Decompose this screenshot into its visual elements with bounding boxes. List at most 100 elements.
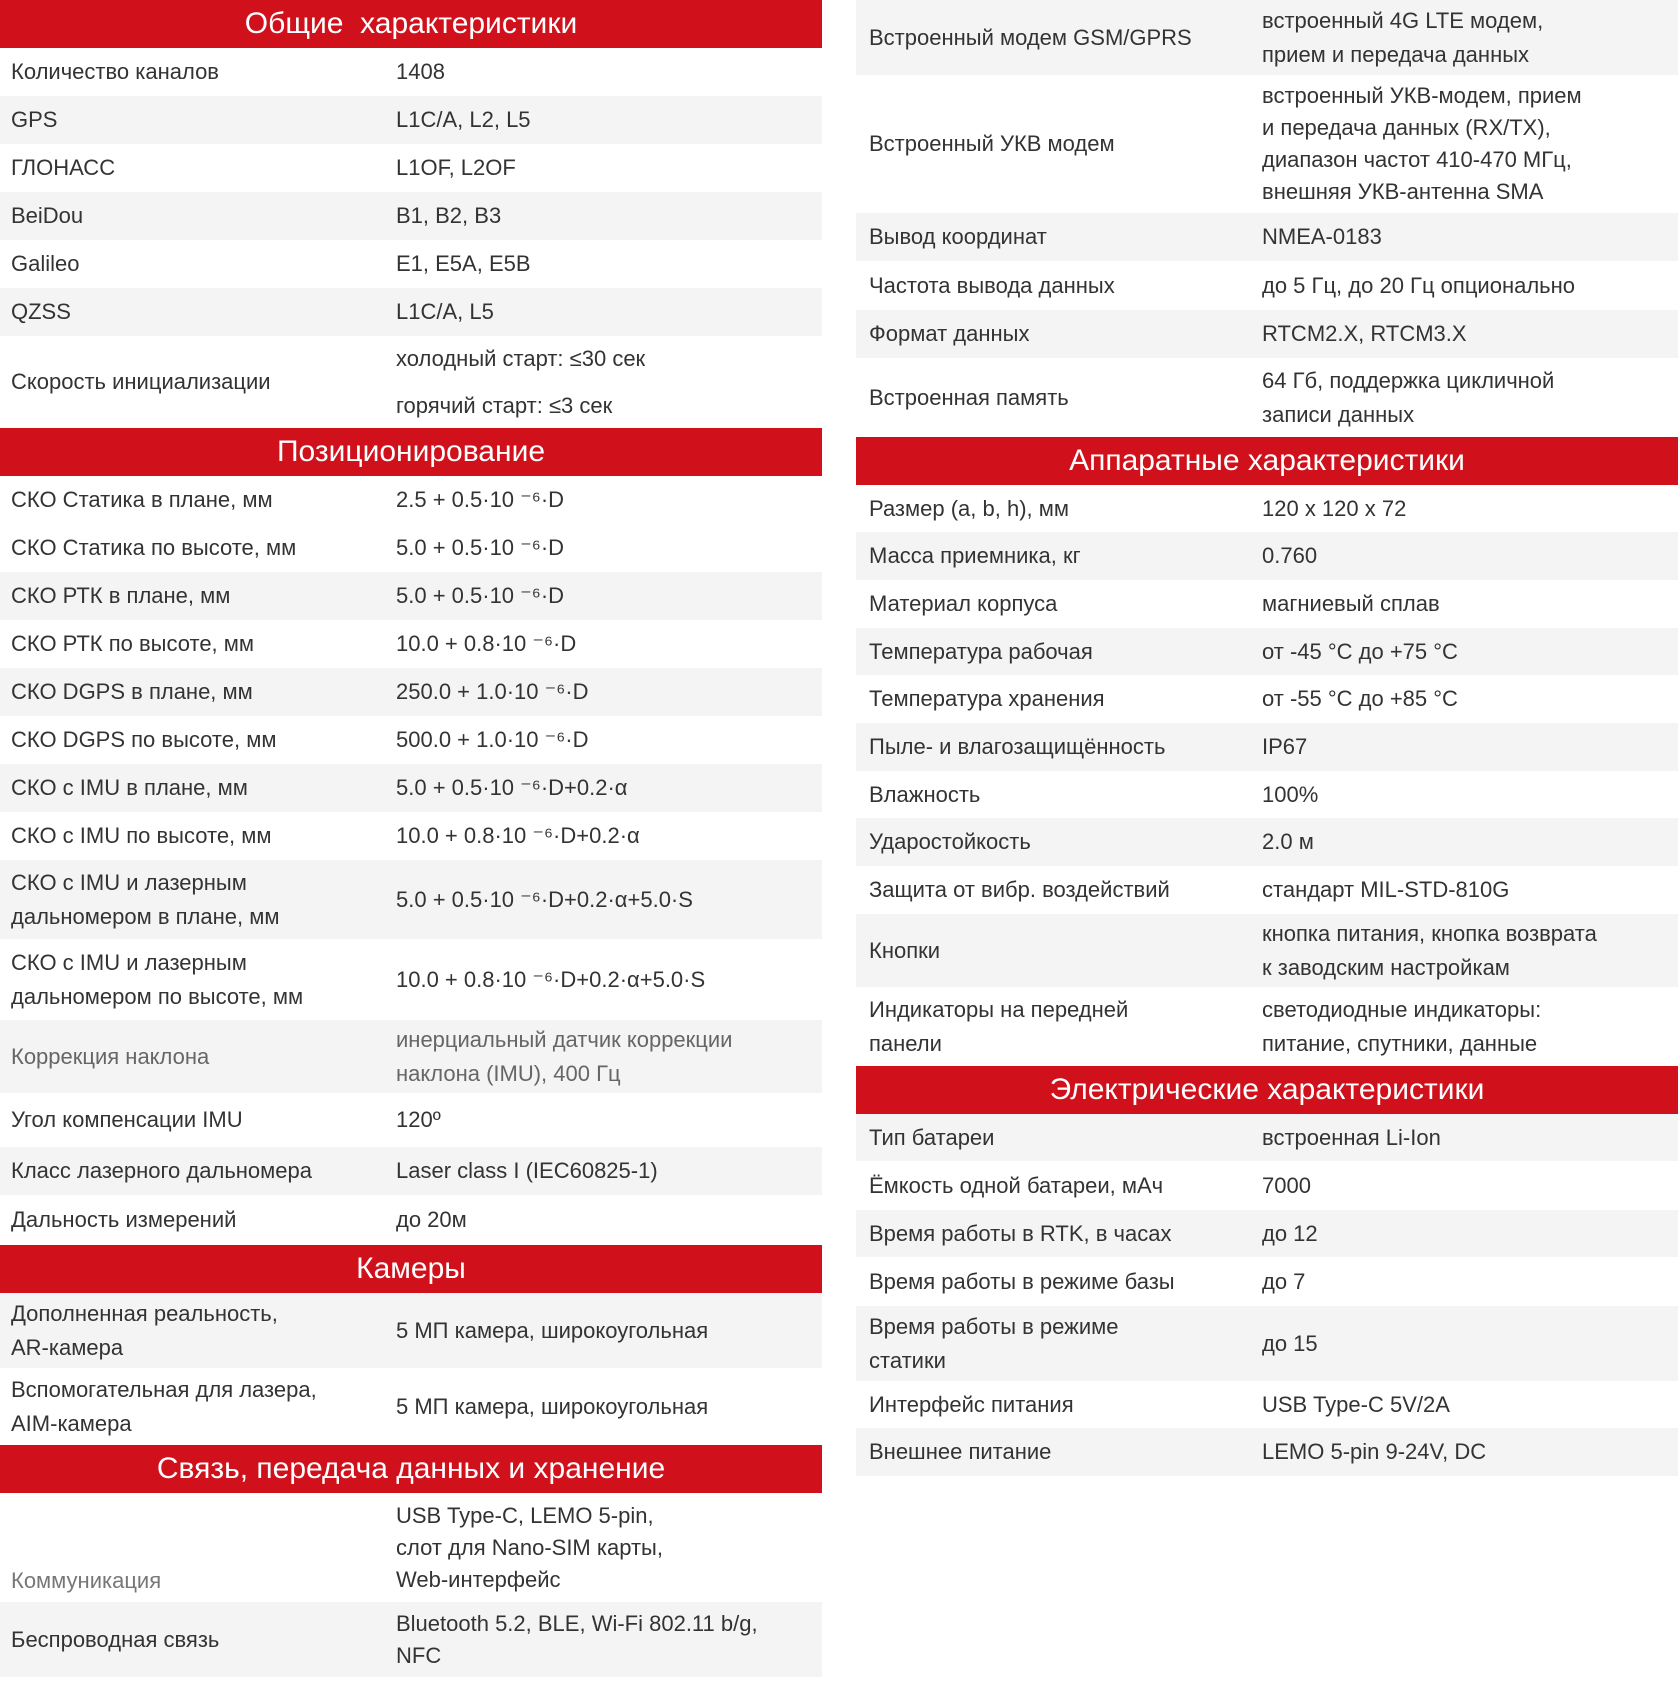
spec-label: Интерфейс питания [869,1391,1074,1417]
spec-row: Пыле- и влагозащищённость IP67 [856,723,1678,771]
spec-value: 64 Гб, поддержка цикличной записи данных [1262,367,1555,427]
spec-value: IP67 [1262,734,1308,759]
spec-label: СКО с IMU и лазерным дальномером в плане… [11,869,280,929]
spec-row: Время работы в режиме базы до 7 [856,1257,1678,1306]
spec-group-label: Коммуникация [11,1568,162,1593]
spec-label: Дальность измерений [11,1207,237,1232]
spec-label: Защита от вибр. воздействий [869,877,1170,902]
spec-row: ГЛОНАСС L1OF, L2OF [0,144,822,192]
spec-label: GPS [11,107,58,132]
spec-label: СКО РТК по высоте, мм [11,631,255,656]
spec-value: до 7 [1262,1268,1306,1294]
spec-label: Внешнее питание [869,1439,1052,1464]
spec-row: Защита от вибр. воздействий стандарт MIL-… [856,866,1678,914]
spec-value: 0.760 [1262,543,1318,568]
spec-label: Вспомогательная для лазера, AIM-камера [11,1376,317,1436]
spec-value: Bluetooth 5.2, BLE, Wi-Fi 802.11 b/g, NF… [396,1610,758,1668]
spec-value: встроенный УКВ-модем, прием и передача д… [1262,83,1582,204]
spec-label: Встроенный модем GSM/GPRS [869,24,1192,50]
spec-label: СКО Статика по высоте, мм [11,535,297,560]
spec-label: Пыле- и влагозащищённость [869,734,1166,759]
spec-row: Класс лазерного дальномера Laser class I … [0,1147,822,1195]
spec-label: Угол компенсации IMU [11,1107,243,1132]
spec-value: 7000 [1262,1172,1311,1198]
spec-row: QZSS L1C/A, L5 [0,288,822,336]
spec-label: СКО с IMU по высоте, мм [11,823,272,848]
spec-value: 5.0 + 0.5·10 ⁻⁶·D [396,583,565,608]
spec-row: Встроенный модем GSM/GPRS встроенный 4G L… [856,0,1678,75]
spec-label: Дополненная реальность, AR-камера [11,1300,278,1360]
spec-row: Угол компенсации IMU 120º [0,1093,822,1147]
spec-row: Дополненная реальность, AR-камера 5 МП ка… [0,1293,822,1368]
spec-row: Температура рабочая от -45 °С до +75 °С [856,628,1678,675]
section-title: Связь, передача данных и хранение [156,1452,666,1485]
spec-value: до 20м [396,1207,467,1232]
spec-value: 5 МП камера, широкоугольная [396,1317,709,1343]
spec-row: СКО Статика по высоте, мм 5.0 + 0.5·10 ⁻⁶… [0,524,822,572]
section-header: Электрические характеристики [856,1066,1678,1114]
section-header: Общие характеристики [0,0,822,48]
spec-label: Ударостойкость [869,829,1031,854]
spec-row: Влажность 100% [856,771,1678,818]
spec-label: Материал корпуса [869,591,1058,616]
spec-label: Встроенный УКВ модем [869,131,1115,156]
spec-value: стандарт MIL-STD-810G [1262,877,1510,902]
spec-label: СКО с IMU в плане, мм [11,775,248,800]
spec-label: Скорость инициализации [11,369,271,394]
spec-row: Размер (a, b, h), мм 120 x 120 x 72 [856,485,1678,532]
spec-row: СКО с IMU в плане, мм 5.0 + 0.5·10 ⁻⁶·D+0… [0,764,822,812]
spec-label: Беспроводная связь [11,1626,220,1652]
spec-value: холодный старт: ≤30 сек горячий старт: ≤… [396,346,646,418]
section-title: Общие характеристики [244,7,578,40]
spec-label: Температура рабочая [869,638,1093,664]
spec-row: Индикаторы на передней панели светодиодны… [856,987,1678,1066]
spec-value: от -55 °С до +85 °С [1262,686,1458,711]
spec-row: Коммуникация Беспроводная связь Bluetooth … [0,1568,822,1677]
spec-row: Ёмкость одной батареи, мАч 7000 [856,1161,1678,1210]
spec-label: ГЛОНАСС [11,155,116,180]
spec-value: RTCM2.X, RTCM3.X [1262,321,1467,346]
section-title: Позиционирование [276,435,546,468]
spec-label: Время работы в RTK, в часах [869,1220,1172,1246]
spec-value: 500.0 + 1.0·10 ⁻⁶·D [396,727,589,752]
spec-row: Вспомогательная для лазера, AIM-камера 5 … [0,1368,822,1445]
spec-label: Galileo [11,251,80,276]
section-header: Камеры [0,1245,822,1293]
spec-label: Время работы в режиме статики [869,1313,1119,1373]
spec-label: Класс лазерного дальномера [11,1158,312,1183]
spec-value: 1408 [396,59,445,84]
spec-row: СКО с IMU и лазерным дальномером в плане… [0,860,822,939]
spec-row: Частота вывода данных до 5 Гц, до 20 Гц о… [856,261,1678,310]
spec-value: до 15 [1262,1330,1318,1356]
spec-label: СКО DGPS в плане, мм [11,679,253,704]
spec-value: 10.0 + 0.8·10 ⁻⁶·D+0.2·α+5.0·S [396,966,706,992]
spec-row: СКО РТК в плане, мм 5.0 + 0.5·10 ⁻⁶·D [0,572,822,620]
spec-label: СКО с IMU и лазерным дальномером по высо… [11,949,304,1009]
spec-value: USB Type-C 5V/2A [1262,1391,1450,1417]
spec-label: Время работы в режиме базы [869,1268,1175,1294]
spec-table-left: Общие характеристики Количество каналов 14… [0,0,822,1677]
spec-value: до 5 Гц, до 20 Гц опционально [1262,272,1576,298]
spec-value: 100% [1262,781,1319,807]
spec-label: Индикаторы на передней панели [869,996,1129,1056]
spec-label: Температура хранения [869,686,1105,711]
spec-table-right: Встроенный модем GSM/GPRS встроенный 4G L… [856,0,1678,1476]
spec-row: GPS L1C/A, L2, L5 [0,96,822,144]
spec-value: 10.0 + 0.8·10 ⁻⁶·D+0.2·α [396,823,640,848]
spec-value: 5.0 + 0.5·10 ⁻⁶·D [396,535,565,560]
section-title: Камеры [356,1252,466,1285]
spec-value: встроенная Li-Ion [1262,1124,1441,1150]
section-header: Аппаратные характеристики [856,437,1678,485]
spec-row: Вывод координат NMEA-0183 [856,213,1678,261]
spec-row: Количество каналов 1408 [0,48,822,96]
section-title: Электрические характеристики [1049,1073,1485,1106]
spec-value: B1, B2, B3 [396,203,502,228]
spec-row: Масса приемника, кг 0.760 [856,532,1678,580]
spec-row: Время работы в RTK, в часах до 12 [856,1210,1678,1257]
spec-row: Ударостойкость 2.0 м [856,818,1678,866]
spec-value: 120º [396,1107,441,1132]
spec-label: Количество каналов [11,59,219,84]
spec-value: LEMO 5-pin 9-24V, DC [1262,1439,1487,1464]
spec-label: Коррекция наклона [11,1043,210,1069]
spec-label: Встроенная память [869,384,1069,410]
